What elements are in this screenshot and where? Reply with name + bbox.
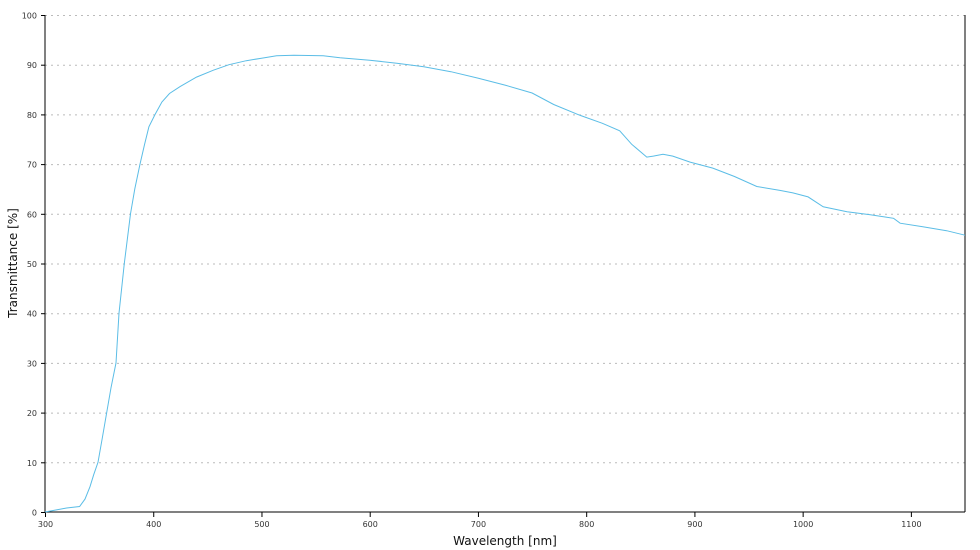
- gridlines: [45, 15, 965, 464]
- y-tick-label: 80: [27, 111, 37, 120]
- y-tick-label: 70: [27, 161, 37, 170]
- series-line-transmittance: [44, 54, 966, 513]
- x-tick-label: 300: [38, 520, 53, 529]
- y-axis-ticks: 0 10 20 30 40 50 60 70 80 90 100: [22, 12, 45, 518]
- x-tick-label: 400: [146, 520, 161, 529]
- x-tick-label: 500: [254, 520, 269, 529]
- x-tick-label: 700: [471, 520, 486, 529]
- y-axis-title: Transmittance [%]: [6, 208, 20, 319]
- x-tick-label: 1000: [793, 520, 813, 529]
- y-tick-label: 60: [27, 210, 37, 219]
- x-axis-title: Wavelength [nm]: [453, 534, 557, 548]
- x-tick-label: 1100: [901, 520, 921, 529]
- x-tick-label: 600: [363, 520, 378, 529]
- y-tick-label: 40: [27, 310, 37, 319]
- y-tick-label: 100: [22, 12, 37, 21]
- y-tick-label: 20: [27, 409, 37, 418]
- x-tick-label: 800: [579, 520, 594, 529]
- x-axis-ticks: 300 400 500 600 700 800 900 1000 1100: [38, 512, 922, 529]
- y-tick-label: 0: [32, 509, 37, 518]
- y-tick-label: 30: [27, 359, 37, 368]
- x-tick-label: 900: [687, 520, 702, 529]
- y-tick-label: 10: [27, 459, 37, 468]
- y-tick-label: 50: [27, 260, 37, 269]
- y-tick-label: 90: [27, 61, 37, 70]
